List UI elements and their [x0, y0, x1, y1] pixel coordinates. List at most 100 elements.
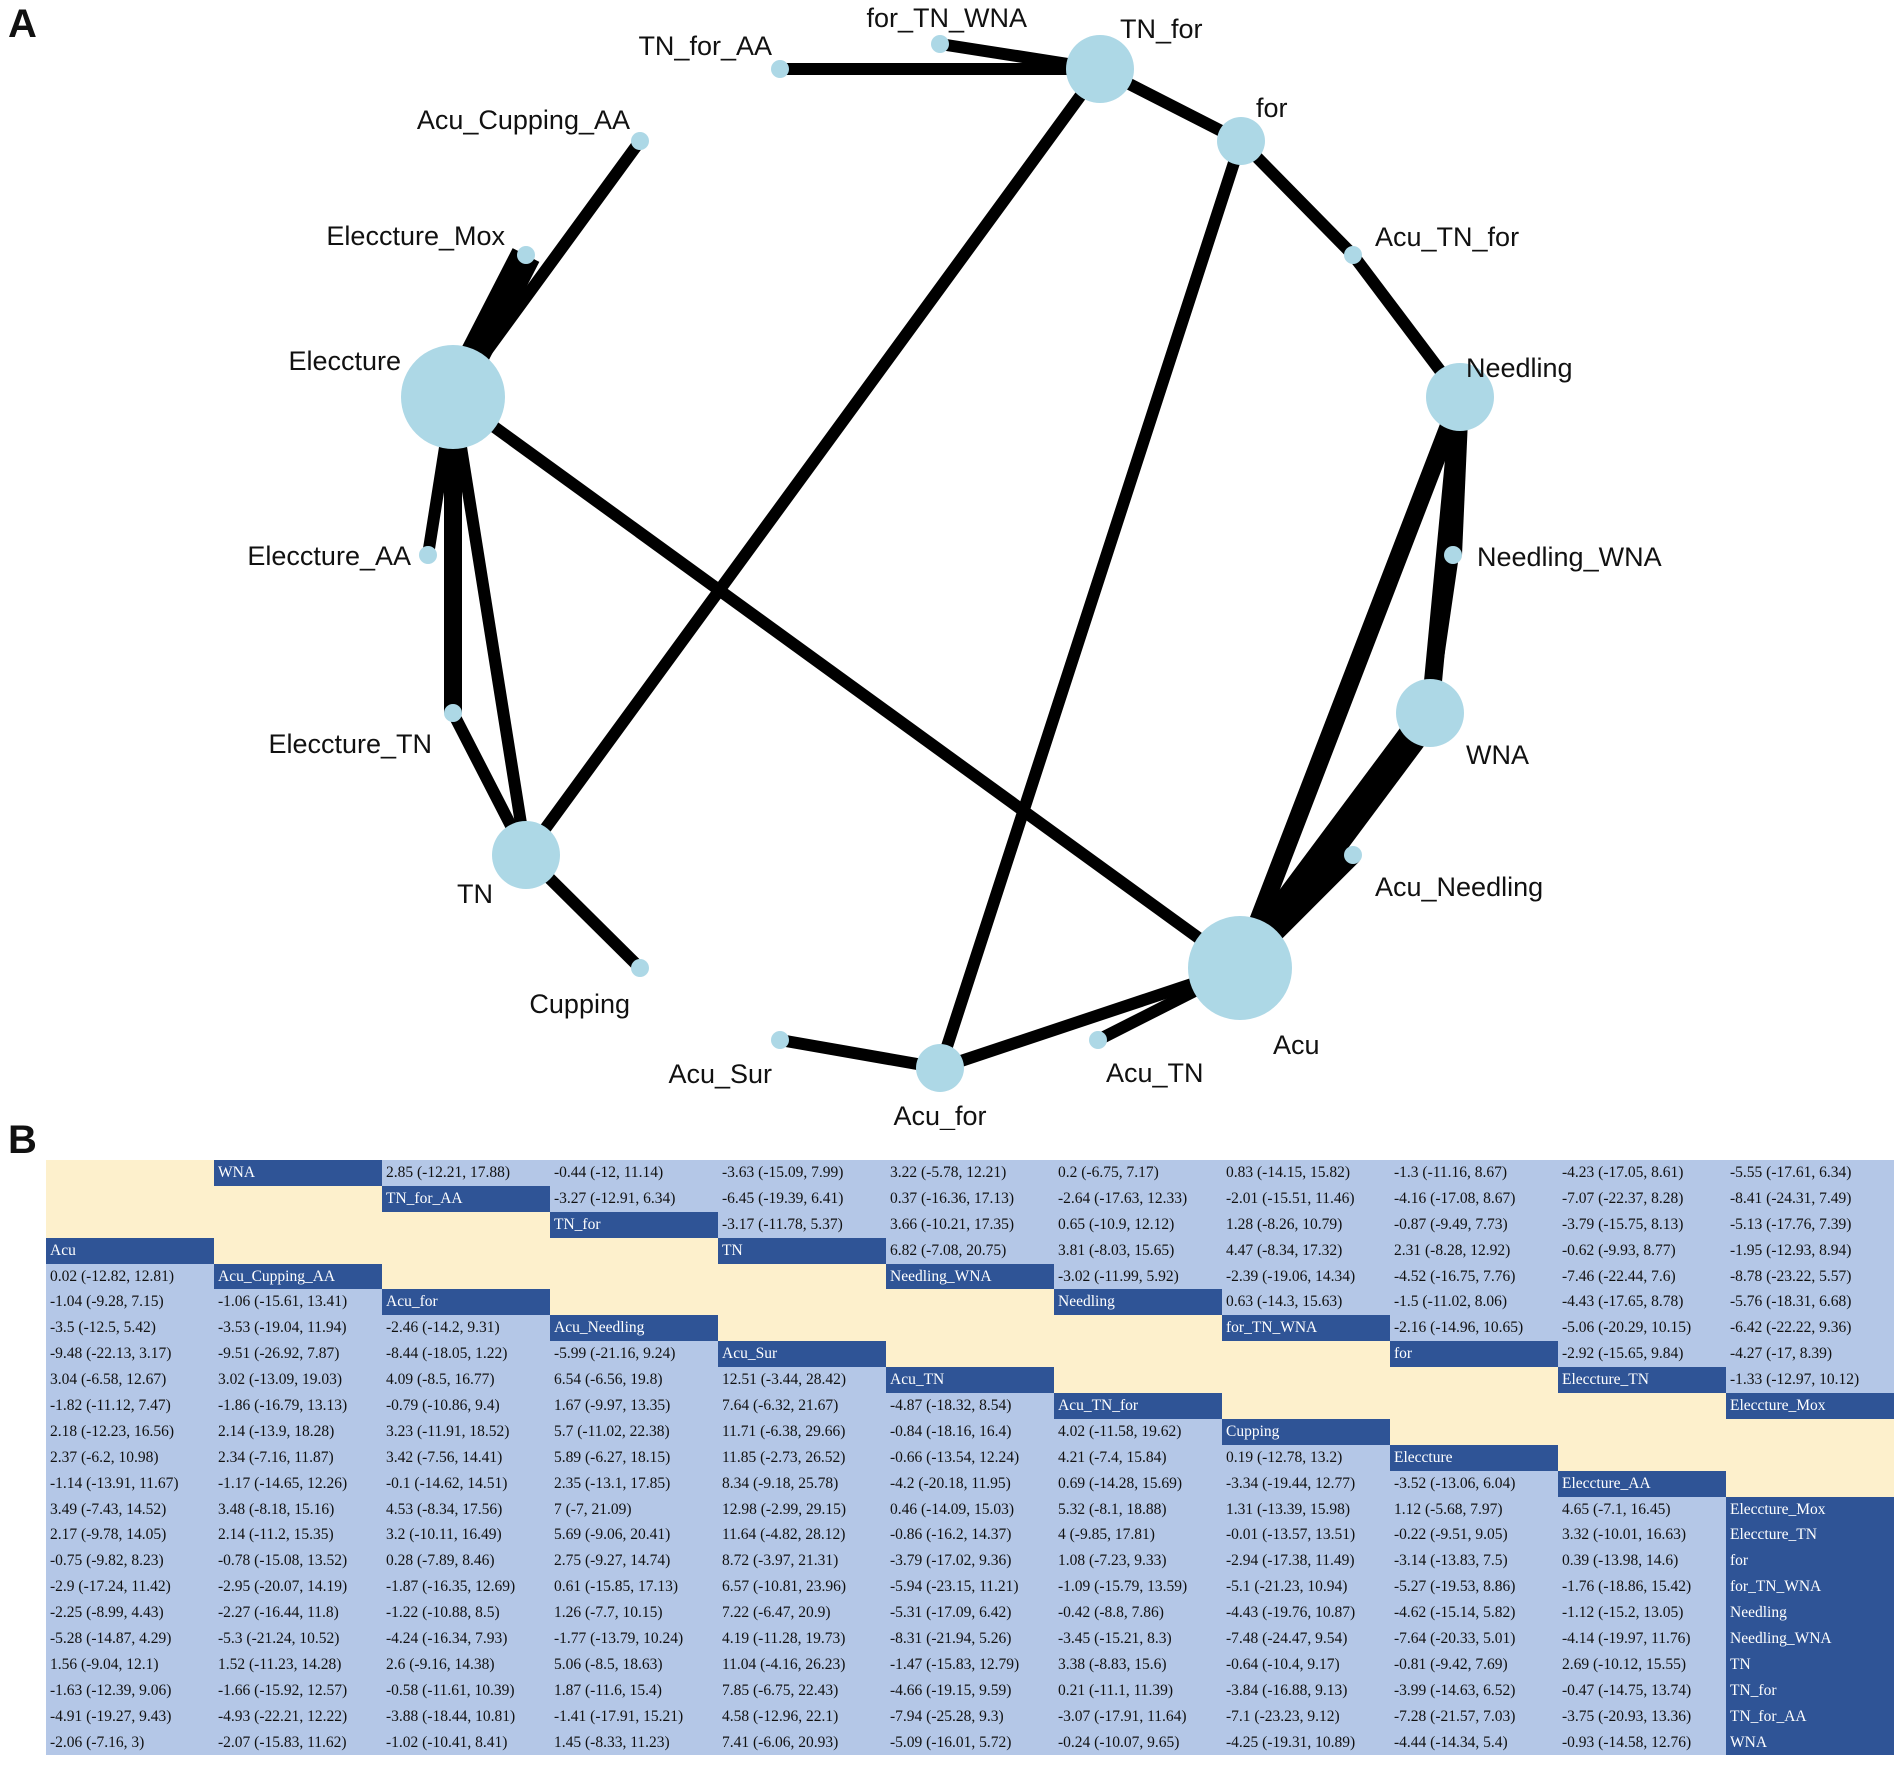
league-value-cell: -0.81 (-9.42, 7.69)	[1390, 1651, 1558, 1678]
edge-TN-Eleccture	[447, 396, 532, 856]
league-value-cell: 3.42 (-7.56, 14.41)	[382, 1444, 550, 1471]
league-value-cell: -0.64 (-10.4, 9.17)	[1222, 1651, 1390, 1678]
league-row: -2.25 (-8.99, 4.43) -2.27 (-16.44, 11.8) -…	[46, 1600, 1894, 1627]
league-value-cell: 5.89 (-6.27, 18.15)	[550, 1444, 718, 1471]
node-label-Acu_for: Acu_for	[893, 1101, 986, 1130]
league-value-cell: 3.48 (-8.18, 15.16)	[214, 1496, 382, 1523]
league-value-cell: 6.57 (-10.81, 23.96)	[718, 1574, 886, 1601]
node-TN_for	[1066, 35, 1134, 103]
league-value-cell: 5.69 (-9.06, 20.41)	[550, 1522, 718, 1549]
league-treatment-cell: Eleccture_AA	[1558, 1470, 1726, 1497]
league-value-cell: -3.75 (-20.93, 13.36)	[1558, 1703, 1726, 1730]
league-blank-cell	[1222, 1367, 1390, 1394]
node-Eleccture_Mox	[517, 246, 535, 264]
league-row: 1.56 (-9.04, 12.1) 1.52 (-11.23, 14.28) 2.…	[46, 1651, 1894, 1678]
league-value-cell: 3.02 (-13.09, 19.03)	[214, 1367, 382, 1394]
league-treatment-cell: Eleccture_Mox	[1726, 1496, 1894, 1523]
league-value-cell: -3.45 (-15.21, 8.3)	[1054, 1626, 1222, 1652]
league-value-cell: -0.44 (-12, 11.14)	[550, 1160, 718, 1186]
league-treatment-cell: Acu	[46, 1237, 214, 1264]
league-blank-cell	[1054, 1315, 1222, 1342]
league-row: -1.82 (-11.12, 7.47) -1.86 (-16.79, 13.13…	[46, 1393, 1894, 1419]
league-blank-cell	[886, 1289, 1054, 1316]
league-value-cell: 2.35 (-13.1, 17.85)	[550, 1470, 718, 1497]
node-label-WNA: WNA	[1466, 740, 1529, 770]
league-value-cell: -7.07 (-22.37, 8.28)	[1558, 1185, 1726, 1212]
league-value-cell: -3.07 (-17.91, 11.64)	[1054, 1703, 1222, 1730]
league-value-cell: -4.23 (-17.05, 8.61)	[1558, 1160, 1726, 1186]
league-value-cell: -3.17 (-11.78, 5.37)	[718, 1211, 886, 1238]
league-value-cell: -2.95 (-20.07, 14.19)	[214, 1574, 382, 1601]
league-value-cell: -4.27 (-17, 8.39)	[1726, 1341, 1894, 1368]
league-blank-cell	[550, 1289, 718, 1316]
league-value-cell: -4.62 (-15.14, 5.82)	[1390, 1600, 1558, 1627]
league-blank-cell	[382, 1237, 550, 1264]
league-treatment-cell: Eleccture_TN	[1726, 1522, 1894, 1549]
league-value-cell: 2.37 (-6.2, 10.98)	[46, 1444, 214, 1471]
league-value-cell: -4.2 (-20.18, 11.95)	[886, 1470, 1054, 1497]
league-value-cell: 0.39 (-13.98, 14.6)	[1558, 1548, 1726, 1575]
league-value-cell: -5.31 (-17.09, 6.42)	[886, 1600, 1054, 1627]
league-blank-cell	[886, 1341, 1054, 1368]
league-value-cell: 1.31 (-13.39, 15.98)	[1222, 1496, 1390, 1523]
league-value-cell: -3.99 (-14.63, 6.52)	[1390, 1677, 1558, 1704]
node-label-Needling_WNA: Needling_WNA	[1477, 542, 1662, 572]
league-row: -9.48 (-22.13, 3.17) -9.51 (-26.92, 7.87)…	[46, 1341, 1894, 1368]
league-value-cell: -1.5 (-11.02, 8.06)	[1390, 1289, 1558, 1316]
league-value-cell: 0.28 (-7.89, 8.46)	[382, 1548, 550, 1575]
league-value-cell: -5.99 (-21.16, 9.24)	[550, 1341, 718, 1368]
league-blank-cell	[1390, 1393, 1558, 1419]
league-value-cell: 2.75 (-9.27, 14.74)	[550, 1548, 718, 1575]
league-value-cell: 3.49 (-7.43, 14.52)	[46, 1496, 214, 1523]
league-value-cell: -4.43 (-19.76, 10.87)	[1222, 1600, 1390, 1627]
league-value-cell: -4.43 (-17.65, 8.78)	[1558, 1289, 1726, 1316]
league-treatment-cell: TN_for_AA	[382, 1185, 550, 1212]
league-value-cell: -1.14 (-13.91, 11.67)	[46, 1470, 214, 1497]
league-value-cell: -1.09 (-15.79, 13.59)	[1054, 1574, 1222, 1601]
league-blank-cell	[1390, 1367, 1558, 1394]
league-value-cell: -1.17 (-14.65, 12.26)	[214, 1470, 382, 1497]
edge-TN_for-TN	[521, 65, 1105, 859]
league-value-cell: 7 (-7, 21.09)	[550, 1496, 718, 1523]
node-label-Acu_TN_for: Acu_TN_for	[1375, 222, 1519, 252]
league-value-cell: -4.24 (-16.34, 7.93)	[382, 1626, 550, 1652]
league-value-cell: -0.24 (-10.07, 9.65)	[1054, 1729, 1222, 1756]
league-value-cell: 0.02 (-12.82, 12.81)	[46, 1263, 214, 1290]
league-value-cell: -5.09 (-16.01, 5.72)	[886, 1729, 1054, 1756]
node-label-for_TN_WNA: for_TN_WNA	[866, 3, 1027, 33]
league-value-cell: -5.76 (-18.31, 6.68)	[1726, 1289, 1894, 1316]
league-value-cell: -3.52 (-13.06, 6.04)	[1390, 1470, 1558, 1497]
league-value-cell: 11.71 (-6.38, 29.66)	[718, 1418, 886, 1445]
league-treatment-cell: Acu_for	[382, 1289, 550, 1316]
league-row: WNA 2.85 (-12.21, 17.88) -0.44 (-12, 11.14…	[46, 1160, 1894, 1186]
league-value-cell: -1.76 (-18.86, 15.42)	[1558, 1574, 1726, 1601]
league-value-cell: -3.63 (-15.09, 7.99)	[718, 1160, 886, 1186]
league-value-cell: -4.16 (-17.08, 8.67)	[1390, 1185, 1558, 1212]
league-row: -1.04 (-9.28, 7.15) -1.06 (-15.61, 13.41)…	[46, 1289, 1894, 1316]
league-value-cell: 0.37 (-16.36, 17.13)	[886, 1185, 1054, 1212]
league-value-cell: -2.39 (-19.06, 14.34)	[1222, 1263, 1390, 1290]
league-value-cell: 6.82 (-7.08, 20.75)	[886, 1237, 1054, 1264]
league-value-cell: 4 (-9.85, 17.81)	[1054, 1522, 1222, 1549]
league-blank-cell	[718, 1289, 886, 1316]
league-value-cell: 4.21 (-7.4, 15.84)	[1054, 1444, 1222, 1471]
node-Needling_WNA	[1444, 546, 1462, 564]
league-value-cell: 4.58 (-12.96, 22.1)	[718, 1703, 886, 1730]
league-treatment-cell: Acu_Cupping_AA	[214, 1263, 382, 1290]
league-blank-cell	[1726, 1444, 1894, 1471]
league-value-cell: -5.06 (-20.29, 10.15)	[1558, 1315, 1726, 1342]
league-blank-cell	[46, 1160, 214, 1186]
league-value-cell: 7.85 (-6.75, 22.43)	[718, 1677, 886, 1704]
league-value-cell: 1.28 (-8.26, 10.79)	[1222, 1211, 1390, 1238]
league-blank-cell	[46, 1185, 214, 1212]
node-TN	[492, 821, 560, 889]
league-value-cell: -1.33 (-12.97, 10.12)	[1726, 1367, 1894, 1394]
node-for_TN_WNA	[931, 35, 949, 53]
league-value-cell: 0.63 (-14.3, 15.63)	[1222, 1289, 1390, 1316]
league-value-cell: 2.34 (-7.16, 11.87)	[214, 1444, 382, 1471]
node-label-Acu_Cupping_AA: Acu_Cupping_AA	[417, 105, 630, 135]
league-row: 2.37 (-6.2, 10.98) 2.34 (-7.16, 11.87) 3.4…	[46, 1444, 1894, 1471]
league-value-cell: -0.1 (-14.62, 14.51)	[382, 1470, 550, 1497]
node-label-Eleccture_AA: Eleccture_AA	[247, 541, 411, 571]
league-value-cell: -0.86 (-16.2, 14.37)	[886, 1522, 1054, 1549]
